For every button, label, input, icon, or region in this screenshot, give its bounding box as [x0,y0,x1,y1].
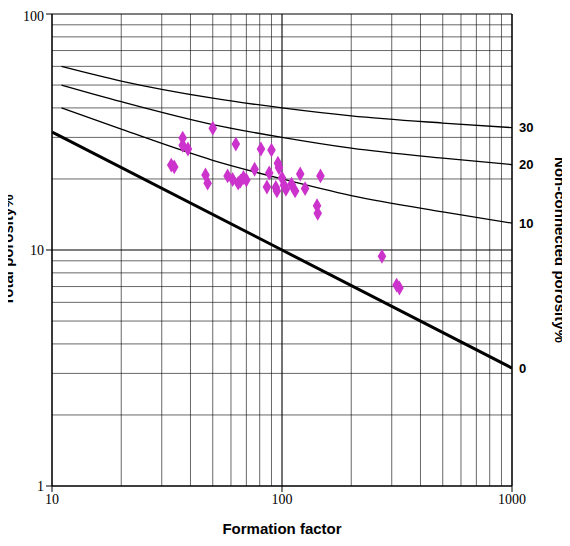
svg-text:10: 10 [30,243,44,258]
svg-text:Formation factor: Formation factor [222,520,341,537]
svg-text:20: 20 [519,157,533,172]
svg-text:100: 100 [272,492,293,507]
svg-text:10: 10 [45,492,59,507]
svg-text:Non-connected porosity%: Non-connected porosity% [552,157,562,343]
svg-text:1000: 1000 [498,492,526,507]
svg-text:0: 0 [519,361,526,376]
svg-text:1: 1 [37,479,44,494]
svg-text:30: 30 [519,120,533,135]
svg-text:Total porosity%: Total porosity% [8,194,16,305]
svg-text:100: 100 [23,9,44,24]
svg-text:10: 10 [519,216,533,231]
